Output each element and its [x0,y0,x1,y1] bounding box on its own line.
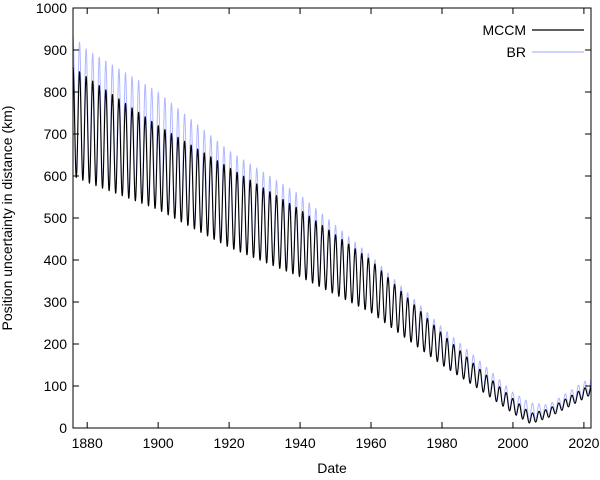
y-tick-label: 900 [44,42,68,58]
x-tick-label: 1920 [214,435,245,451]
ticks-layer: 1880 1900 1920 1940 1960 1980 2000 2020 0 100 200 3… [36,0,600,451]
y-axis-title: Position uncertainty in distance (km) [0,106,15,331]
legend-label-mccm: MCCM [482,22,526,38]
y-tick-label: 700 [44,126,68,142]
x-tick-label: 1980 [426,435,457,451]
x-tick-label: 1940 [284,435,315,451]
y-tick-label: 800 [44,84,68,100]
legend-label-br: BR [507,44,526,60]
y-tick-label: 200 [44,336,68,352]
y-tick-label: 300 [44,294,68,310]
y-tick-label: 600 [44,168,68,184]
series-line-mccm [73,66,591,424]
x-tick-label: 2020 [568,435,599,451]
y-tick-label: 0 [59,420,67,436]
x-tick-label: 1960 [355,435,386,451]
series-line-br [73,35,591,422]
y-tick-label: 500 [44,210,68,226]
x-tick-label: 2000 [497,435,528,451]
series-layer [73,35,591,424]
x-axis-title: Date [317,460,347,476]
x-tick-label: 1880 [72,435,103,451]
y-tick-label: 1000 [36,0,67,16]
y-tick-label: 100 [44,378,68,394]
legend: MCCM BR [482,22,584,60]
plot-frame [72,7,592,429]
x-tick-label: 1900 [143,435,174,451]
y-tick-label: 400 [44,252,68,268]
